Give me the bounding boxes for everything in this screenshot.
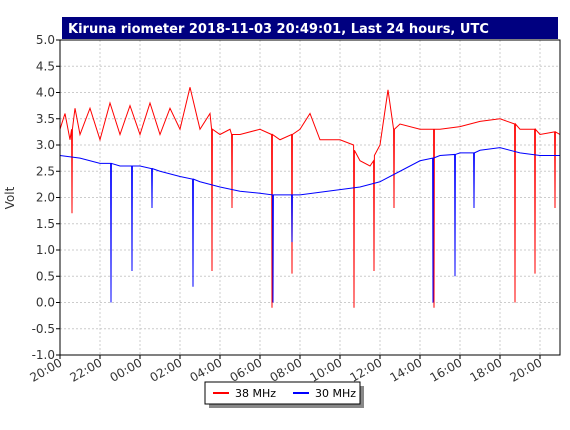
y-tick-label: -1.0 (32, 348, 55, 362)
series-line (59, 147, 560, 303)
y-tick-label: -0.5 (32, 322, 55, 336)
x-tick-label: 20:00 (508, 355, 545, 384)
y-tick-label: 1.0 (36, 243, 55, 257)
x-tick-label: 08:00 (268, 355, 305, 384)
y-tick-label: 0.5 (36, 269, 55, 283)
x-tick-label: 16:00 (428, 355, 465, 384)
y-tick-label: 4.0 (36, 86, 55, 100)
chart-title: Kiruna riometer 2018-11-03 20:49:01, Las… (68, 22, 489, 37)
x-tick-label: 12:00 (348, 355, 385, 384)
legend-box (204, 381, 361, 405)
x-tick-label: 14:00 (388, 355, 425, 384)
y-tick-label: 3.0 (36, 138, 55, 152)
y-tick-label: 1.5 (36, 217, 55, 231)
y-tick-label: 3.5 (36, 112, 55, 126)
y-tick-label: 4.5 (36, 59, 55, 73)
x-tick-label: 18:00 (468, 355, 505, 384)
y-tick-label: 2.5 (36, 164, 55, 178)
y-tick-label: 0.0 (36, 296, 55, 310)
x-tick-label: 22:00 (68, 355, 105, 384)
x-tick-label: 04:00 (188, 355, 225, 384)
y-tick-label: 2.0 (36, 191, 55, 205)
x-tick-label: 00:00 (108, 355, 145, 384)
series-line (59, 87, 561, 308)
y-axis-label: Volt (3, 186, 17, 209)
x-tick-label: 10:00 (308, 355, 345, 384)
x-tick-label: 02:00 (148, 355, 185, 384)
y-tick-label: 5.0 (36, 33, 55, 47)
legend-label: 38 MHz (235, 387, 276, 400)
title-bar (62, 17, 558, 39)
x-tick-label: 06:00 (228, 355, 265, 384)
legend-label: 30 MHz (315, 387, 356, 400)
